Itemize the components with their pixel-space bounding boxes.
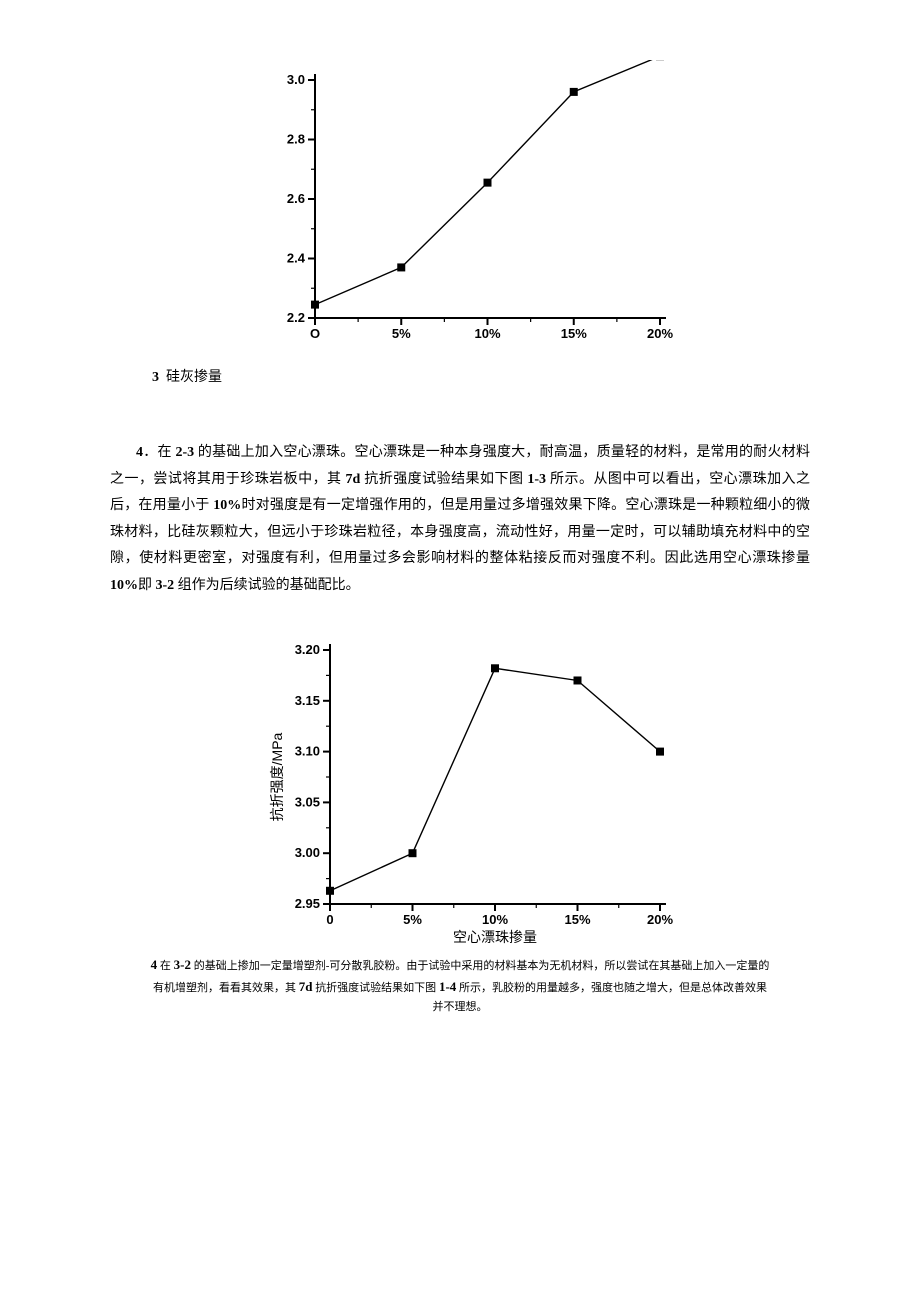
svg-text:15%: 15% [561, 326, 587, 341]
svg-text:2.6: 2.6 [287, 191, 305, 206]
para1-b1: 2-3 [175, 445, 194, 460]
svg-text:3.05: 3.05 [295, 794, 320, 809]
chart1-svg: 2.2 2.4 2.6 2.8 3.0 O 5% 10% 15% 20% [245, 60, 675, 360]
chart1-caption: 3 硅灰掺量 [152, 366, 810, 386]
cap2-t3: 抗折强度试验结果如下图 [312, 982, 439, 994]
para1-b4: 10% [213, 498, 241, 513]
svg-text:5%: 5% [403, 912, 422, 927]
svg-text:5%: 5% [392, 326, 411, 341]
svg-text:2.2: 2.2 [287, 310, 305, 325]
svg-text:3.15: 3.15 [295, 692, 320, 707]
chart-silica-fume: 2.2 2.4 2.6 2.8 3.0 O 5% 10% 15% 20% [245, 60, 675, 360]
cap2-b2: 7d [299, 979, 313, 994]
svg-text:2.4: 2.4 [287, 251, 306, 266]
svg-text:O: O [310, 326, 320, 341]
svg-text:20%: 20% [647, 326, 673, 341]
para1-t1: ．在 [143, 445, 175, 460]
chart2-svg: 2.95 3.00 3.05 3.10 3.15 3.20 0 5% 10% 15% 20% 抗折强度… [240, 628, 680, 948]
para1-t3: 抗折强度试验结果如下图 [360, 472, 527, 487]
chart1-caption-num: 3 [152, 370, 159, 385]
svg-text:0: 0 [326, 912, 333, 927]
para1-b6: 3-2 [156, 578, 175, 593]
para-lead: 4 [136, 445, 143, 460]
chart-hollow-beads: 2.95 3.00 3.05 3.10 3.15 3.20 0 5% 10% 15% 20% 抗折强度… [240, 628, 680, 948]
para1-t7: 组作为后续试验的基础配比。 [174, 578, 360, 593]
svg-text:3.20: 3.20 [295, 642, 320, 657]
svg-text:3.00: 3.00 [295, 845, 320, 860]
svg-text:10%: 10% [474, 326, 500, 341]
cap2-b3: 1-4 [439, 979, 456, 994]
svg-text:2.8: 2.8 [287, 132, 305, 147]
paragraph-4: 4．在 2-3 的基础上加入空心漂珠。空心漂珠是一种本身强度大，耐高温，质量轻的… [110, 440, 810, 600]
cap2-t1: 在 [157, 960, 174, 972]
svg-text:10%: 10% [482, 912, 508, 927]
svg-text:2.95: 2.95 [295, 896, 320, 911]
svg-text:空心漂珠掺量: 空心漂珠掺量 [453, 929, 537, 945]
para1-b2: 7d [345, 472, 360, 487]
para1-b3: 1-3 [527, 472, 546, 487]
chart1-caption-text: 硅灰掺量 [166, 370, 222, 385]
svg-text:抗折强度/MPa: 抗折强度/MPa [269, 732, 285, 821]
svg-text:3.0: 3.0 [287, 72, 305, 87]
para1-b5: 10% [110, 578, 138, 593]
svg-text:3.10: 3.10 [295, 743, 320, 758]
para1-t6: 即 [138, 578, 156, 593]
caption-2: 4 在 3-2 的基础上掺加一定量增塑剂-可分散乳胶粉。由于试验中采用的材料基本… [150, 954, 770, 1017]
svg-text:15%: 15% [564, 912, 590, 927]
cap2-t4: 所示，乳胶粉的用量越多，强度也随之增大，但是总体改善效果并不理想。 [433, 982, 768, 1013]
cap2-b1: 3-2 [174, 957, 191, 972]
svg-text:20%: 20% [647, 912, 673, 927]
